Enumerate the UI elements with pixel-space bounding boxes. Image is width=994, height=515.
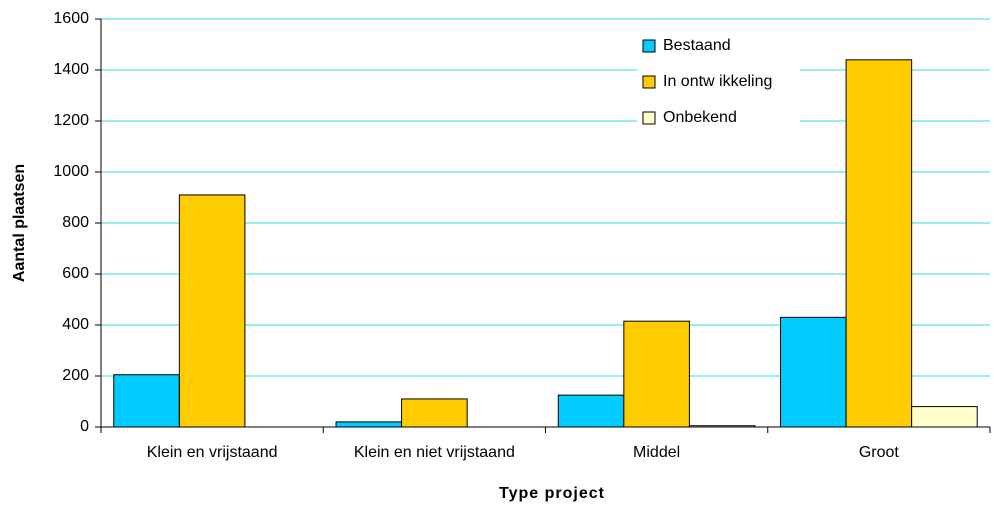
y-tick-label: 1600 <box>53 10 89 27</box>
bar <box>401 398 468 428</box>
bar <box>178 194 246 428</box>
bar <box>113 374 180 428</box>
legend-label: In ontw ikkeling <box>663 73 772 90</box>
legend-label: Bestaand <box>663 37 731 54</box>
x-axis-label: Type project <box>499 485 605 502</box>
legend-swatch <box>642 111 656 125</box>
bar <box>623 320 690 428</box>
y-tick-label: 1000 <box>53 163 89 180</box>
legend-label: Onbekend <box>663 109 737 126</box>
x-tick-label: Klein en niet vrijstaand <box>354 444 515 461</box>
legend-swatch <box>642 75 656 89</box>
x-tick-label: Klein en vrijstaand <box>147 444 278 461</box>
y-tick-label: 1200 <box>53 112 89 129</box>
y-tick-label: 400 <box>62 316 89 333</box>
y-tick-label: 1400 <box>53 61 89 78</box>
y-tick-label: 0 <box>80 418 89 435</box>
x-tick-label: Groot <box>859 444 900 461</box>
bar <box>911 406 978 428</box>
legend-swatch <box>642 39 656 53</box>
y-tick-label: 800 <box>62 214 89 231</box>
y-tick-label: 600 <box>62 265 89 282</box>
bar <box>335 421 403 428</box>
y-axis-label: Aantal plaatsen <box>11 164 28 282</box>
bar <box>780 316 847 428</box>
y-tick-label: 200 <box>62 367 89 384</box>
legend-box <box>637 30 800 148</box>
x-tick-label: Middel <box>633 444 680 461</box>
bar <box>557 394 625 428</box>
bar <box>845 59 913 428</box>
